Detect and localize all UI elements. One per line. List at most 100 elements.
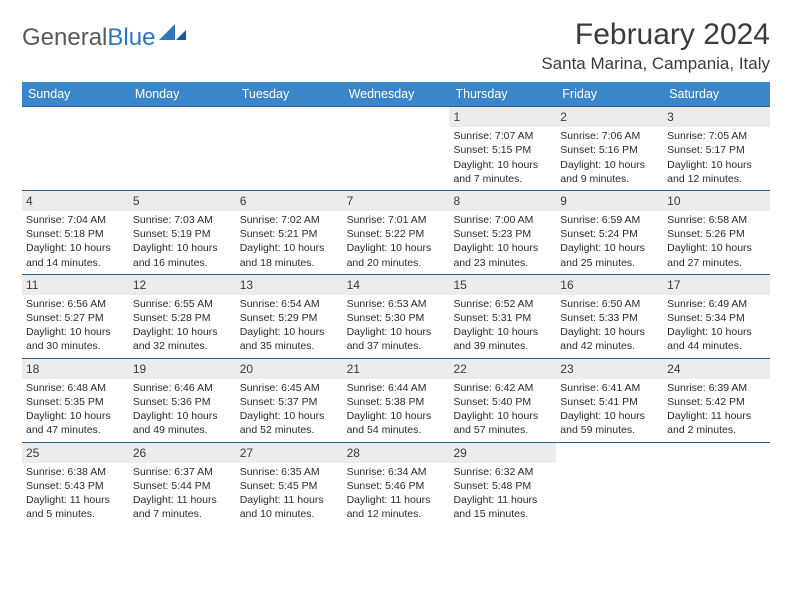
day-cell: 19Sunrise: 6:46 AMSunset: 5:36 PMDayligh…	[129, 359, 236, 442]
day-cell: 12Sunrise: 6:55 AMSunset: 5:28 PMDayligh…	[129, 275, 236, 358]
day-number: 2	[556, 107, 663, 127]
day-number: 16	[556, 275, 663, 295]
day-cell: 21Sunrise: 6:44 AMSunset: 5:38 PMDayligh…	[343, 359, 450, 442]
day-detail-line: Daylight: 10 hours and 44 minutes.	[667, 325, 766, 353]
week-row: 4Sunrise: 7:04 AMSunset: 5:18 PMDaylight…	[22, 190, 770, 274]
day-cell: 3Sunrise: 7:05 AMSunset: 5:17 PMDaylight…	[663, 107, 770, 190]
day-detail-line: Sunrise: 7:05 AM	[667, 129, 766, 143]
day-cell: 6Sunrise: 7:02 AMSunset: 5:21 PMDaylight…	[236, 191, 343, 274]
day-number: 28	[343, 443, 450, 463]
day-number: 20	[236, 359, 343, 379]
day-detail-line: Sunset: 5:40 PM	[453, 395, 552, 409]
week-row: ....1Sunrise: 7:07 AMSunset: 5:15 PMDayl…	[22, 106, 770, 190]
day-detail-line: Sunset: 5:42 PM	[667, 395, 766, 409]
day-cell: 29Sunrise: 6:32 AMSunset: 5:48 PMDayligh…	[449, 443, 556, 526]
dow-wednesday: Wednesday	[343, 82, 450, 106]
day-detail-line: Sunset: 5:35 PM	[26, 395, 125, 409]
day-detail-line: Daylight: 10 hours and 35 minutes.	[240, 325, 339, 353]
day-detail-line: Daylight: 10 hours and 14 minutes.	[26, 241, 125, 269]
day-number: 12	[129, 275, 236, 295]
day-cell: 5Sunrise: 7:03 AMSunset: 5:19 PMDaylight…	[129, 191, 236, 274]
day-detail-line: Daylight: 10 hours and 18 minutes.	[240, 241, 339, 269]
day-number: 21	[343, 359, 450, 379]
day-detail-line: Sunrise: 6:53 AM	[347, 297, 446, 311]
day-detail-line: Sunset: 5:37 PM	[240, 395, 339, 409]
day-detail-line: Sunset: 5:21 PM	[240, 227, 339, 241]
day-cell: 7Sunrise: 7:01 AMSunset: 5:22 PMDaylight…	[343, 191, 450, 274]
day-number: 17	[663, 275, 770, 295]
dow-saturday: Saturday	[663, 82, 770, 106]
day-detail-line: Sunset: 5:46 PM	[347, 479, 446, 493]
day-cell: .	[343, 107, 450, 190]
day-cell: 13Sunrise: 6:54 AMSunset: 5:29 PMDayligh…	[236, 275, 343, 358]
day-detail-line: Sunset: 5:27 PM	[26, 311, 125, 325]
day-number: 10	[663, 191, 770, 211]
day-detail-line: Sunrise: 6:45 AM	[240, 381, 339, 395]
brand-part2: Blue	[107, 24, 155, 52]
day-detail-line: Sunrise: 7:04 AM	[26, 213, 125, 227]
day-cell: 28Sunrise: 6:34 AMSunset: 5:46 PMDayligh…	[343, 443, 450, 526]
day-detail-line: Sunset: 5:31 PM	[453, 311, 552, 325]
brand-logo: GeneralBlue	[22, 24, 187, 52]
day-detail-line: Daylight: 10 hours and 57 minutes.	[453, 409, 552, 437]
day-detail-line: Sunrise: 6:49 AM	[667, 297, 766, 311]
day-detail-line: Daylight: 10 hours and 32 minutes.	[133, 325, 232, 353]
day-cell: 11Sunrise: 6:56 AMSunset: 5:27 PMDayligh…	[22, 275, 129, 358]
day-detail-line: Sunset: 5:19 PM	[133, 227, 232, 241]
day-detail-line: Sunrise: 6:34 AM	[347, 465, 446, 479]
week-row: 11Sunrise: 6:56 AMSunset: 5:27 PMDayligh…	[22, 274, 770, 358]
day-detail-line: Sunrise: 6:58 AM	[667, 213, 766, 227]
weeks-container: ....1Sunrise: 7:07 AMSunset: 5:15 PMDayl…	[22, 106, 770, 525]
day-detail-line: Daylight: 10 hours and 39 minutes.	[453, 325, 552, 353]
day-cell: 15Sunrise: 6:52 AMSunset: 5:31 PMDayligh…	[449, 275, 556, 358]
day-detail-line: Daylight: 10 hours and 9 minutes.	[560, 158, 659, 186]
day-detail-line: Sunset: 5:45 PM	[240, 479, 339, 493]
day-cell: 26Sunrise: 6:37 AMSunset: 5:44 PMDayligh…	[129, 443, 236, 526]
day-detail-line: Daylight: 10 hours and 30 minutes.	[26, 325, 125, 353]
day-cell: 18Sunrise: 6:48 AMSunset: 5:35 PMDayligh…	[22, 359, 129, 442]
day-detail-line: Daylight: 11 hours and 15 minutes.	[453, 493, 552, 521]
day-detail-line: Sunrise: 6:35 AM	[240, 465, 339, 479]
day-detail-line: Daylight: 10 hours and 49 minutes.	[133, 409, 232, 437]
day-detail-line: Sunrise: 6:38 AM	[26, 465, 125, 479]
day-detail-line: Sunrise: 6:46 AM	[133, 381, 232, 395]
day-detail-line: Sunset: 5:15 PM	[453, 143, 552, 157]
day-number: 3	[663, 107, 770, 127]
day-detail-line: Sunrise: 6:48 AM	[26, 381, 125, 395]
day-number: 1	[449, 107, 556, 127]
week-row: 25Sunrise: 6:38 AMSunset: 5:43 PMDayligh…	[22, 442, 770, 526]
dow-tuesday: Tuesday	[236, 82, 343, 106]
day-number: 27	[236, 443, 343, 463]
day-detail-line: Sunset: 5:43 PM	[26, 479, 125, 493]
day-detail-line: Daylight: 10 hours and 47 minutes.	[26, 409, 125, 437]
day-detail-line: Daylight: 10 hours and 59 minutes.	[560, 409, 659, 437]
day-cell: 8Sunrise: 7:00 AMSunset: 5:23 PMDaylight…	[449, 191, 556, 274]
day-detail-line: Sunrise: 6:50 AM	[560, 297, 659, 311]
day-number: 8	[449, 191, 556, 211]
day-detail-line: Daylight: 10 hours and 42 minutes.	[560, 325, 659, 353]
day-detail-line: Sunrise: 6:44 AM	[347, 381, 446, 395]
day-detail-line: Daylight: 11 hours and 2 minutes.	[667, 409, 766, 437]
day-detail-line: Sunset: 5:29 PM	[240, 311, 339, 325]
day-cell: 22Sunrise: 6:42 AMSunset: 5:40 PMDayligh…	[449, 359, 556, 442]
day-detail-line: Daylight: 10 hours and 25 minutes.	[560, 241, 659, 269]
day-detail-line: Daylight: 10 hours and 12 minutes.	[667, 158, 766, 186]
day-detail-line: Daylight: 11 hours and 5 minutes.	[26, 493, 125, 521]
day-number: 23	[556, 359, 663, 379]
day-detail-line: Sunset: 5:23 PM	[453, 227, 552, 241]
month-title: February 2024	[541, 18, 770, 52]
day-number: 13	[236, 275, 343, 295]
day-cell: 25Sunrise: 6:38 AMSunset: 5:43 PMDayligh…	[22, 443, 129, 526]
day-cell: 16Sunrise: 6:50 AMSunset: 5:33 PMDayligh…	[556, 275, 663, 358]
day-detail-line: Sunrise: 6:56 AM	[26, 297, 125, 311]
day-detail-line: Sunset: 5:34 PM	[667, 311, 766, 325]
day-cell: 27Sunrise: 6:35 AMSunset: 5:45 PMDayligh…	[236, 443, 343, 526]
location-subtitle: Santa Marina, Campania, Italy	[541, 54, 770, 74]
day-detail-line: Sunrise: 7:03 AM	[133, 213, 232, 227]
day-detail-line: Daylight: 11 hours and 7 minutes.	[133, 493, 232, 521]
day-detail-line: Sunset: 5:48 PM	[453, 479, 552, 493]
day-cell: 9Sunrise: 6:59 AMSunset: 5:24 PMDaylight…	[556, 191, 663, 274]
header: GeneralBlue February 2024 Santa Marina, …	[22, 18, 770, 74]
logo-mark-icon	[159, 21, 187, 49]
day-cell: 2Sunrise: 7:06 AMSunset: 5:16 PMDaylight…	[556, 107, 663, 190]
